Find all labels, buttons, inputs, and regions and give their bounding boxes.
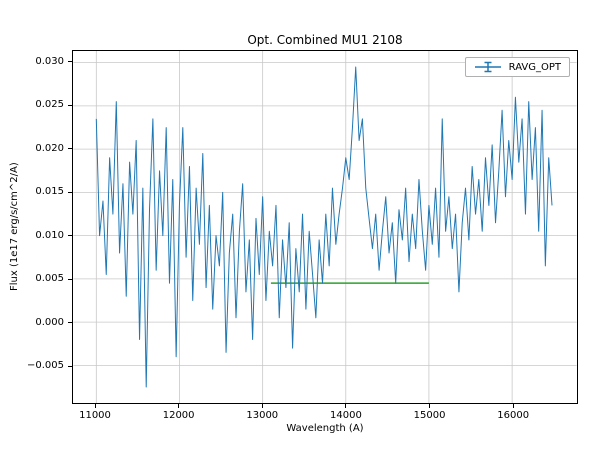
y-tick-label: 0.010 <box>35 229 64 241</box>
y-tick-mark <box>68 235 72 237</box>
legend[interactable]: RAVG_OPT <box>464 57 570 77</box>
y-tick-label: 0.005 <box>35 273 64 285</box>
x-tick-label: 15000 <box>413 410 446 421</box>
x-tick-mark <box>512 404 514 408</box>
x-tick-label: 16000 <box>497 410 530 421</box>
x-axis-label: Wavelength (A) <box>286 423 364 434</box>
spectrum-line <box>95 66 553 388</box>
x-tick-mark <box>261 404 263 408</box>
y-tick-mark <box>68 365 72 367</box>
y-tick-label: 0.020 <box>35 142 64 154</box>
y-tick-mark <box>68 322 72 324</box>
x-tick-label: 13000 <box>246 410 279 421</box>
x-tick-mark <box>345 404 347 408</box>
x-tick-mark <box>178 404 180 408</box>
x-tick-mark <box>429 404 431 408</box>
plot-canvas <box>73 51 577 403</box>
plot-area: RAVG_OPT <box>72 50 578 404</box>
chart-title: Opt. Combined MU1 2108 <box>247 33 403 47</box>
errorbar-icon <box>474 61 501 73</box>
legend-label: RAVG_OPT <box>508 61 561 73</box>
y-tick-mark <box>68 61 72 63</box>
x-tick-mark <box>94 404 96 408</box>
x-tick-label: 11000 <box>79 410 111 421</box>
x-tick-label: 12000 <box>162 410 195 421</box>
y-tick-mark <box>68 278 72 280</box>
y-tick-label: −0.005 <box>26 360 64 372</box>
y-tick-label: 0.000 <box>35 316 64 328</box>
y-tick-label: 0.015 <box>35 186 64 198</box>
x-tick-label: 14000 <box>330 410 362 421</box>
y-tick-label: 0.030 <box>35 55 64 67</box>
y-tick-mark <box>68 148 72 150</box>
y-tick-label: 0.025 <box>35 99 64 111</box>
y-tick-mark <box>68 191 72 193</box>
y-tick-mark <box>68 104 72 106</box>
